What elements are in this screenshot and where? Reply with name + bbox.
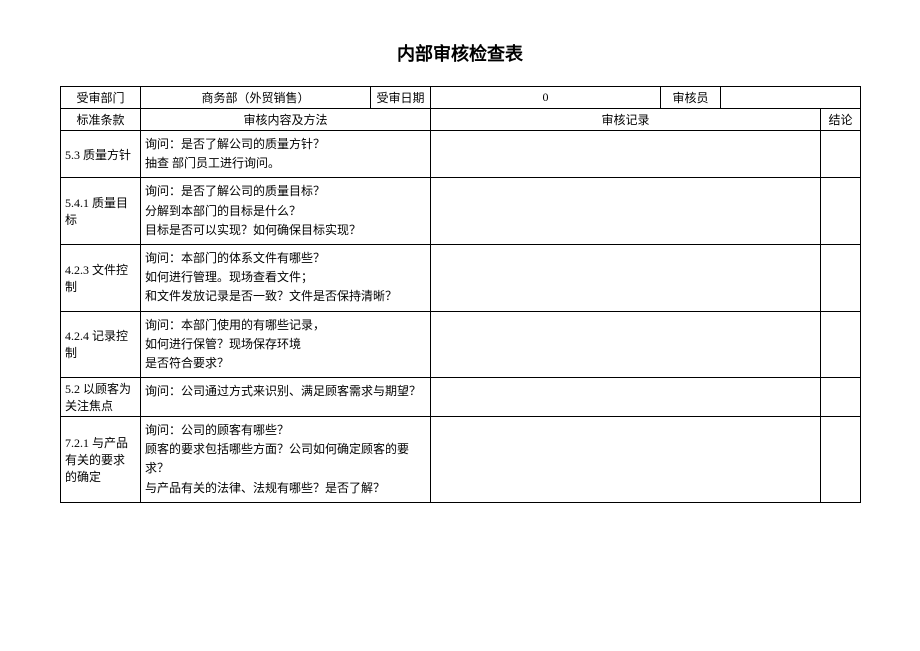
clause-cell: 5.2 以顾客为关注焦点 xyxy=(61,378,141,417)
clause-cell: 5.4.1 质量目标 xyxy=(61,178,141,245)
table-row: 5.3 质量方针询问：是否了解公司的质量方针？ 抽查 部门员工进行询问。 xyxy=(61,131,861,178)
clause-cell: 7.2.1 与产品有关的要求的确定 xyxy=(61,417,141,503)
conclusion-cell xyxy=(821,131,861,178)
dept-label: 受审部门 xyxy=(61,87,141,109)
table-row: 4.2.3 文件控制询问：本部门的体系文件有哪些？ 如何进行管理。现场查看文件；… xyxy=(61,244,861,311)
record-cell xyxy=(431,131,821,178)
auditor-label: 审核员 xyxy=(661,87,721,109)
record-cell xyxy=(431,378,821,417)
conclusion-cell xyxy=(821,244,861,311)
clause-cell: 5.3 质量方针 xyxy=(61,131,141,178)
audit-table: 受审部门 商务部（外贸销售） 受审日期 0 审核员 标准条款 审核内容及方法 审… xyxy=(60,86,861,503)
date-value: 0 xyxy=(431,87,661,109)
method-cell: 询问：公司的顾客有哪些？ 顾客的要求包括哪些方面？公司如何确定顾客的要求？ 与产… xyxy=(141,417,431,503)
record-cell xyxy=(431,417,821,503)
record-header: 审核记录 xyxy=(431,109,821,131)
record-cell xyxy=(431,244,821,311)
table-row: 7.2.1 与产品有关的要求的确定询问：公司的顾客有哪些？ 顾客的要求包括哪些方… xyxy=(61,417,861,503)
table-row: 5.2 以顾客为关注焦点询问：公司通过方式来识别、满足顾客需求与期望？ xyxy=(61,378,861,417)
conclusion-cell xyxy=(821,311,861,378)
record-cell xyxy=(431,311,821,378)
clause-cell: 4.2.3 文件控制 xyxy=(61,244,141,311)
table-row: 4.2.4 记录控制询问：本部门使用的有哪些记录， 如何进行保管？现场保存环境 … xyxy=(61,311,861,378)
table-row: 5.4.1 质量目标询问：是否了解公司的质量目标？ 分解到本部门的目标是什么？ … xyxy=(61,178,861,245)
clause-cell: 4.2.4 记录控制 xyxy=(61,311,141,378)
method-cell: 询问：公司通过方式来识别、满足顾客需求与期望？ xyxy=(141,378,431,417)
method-cell: 询问：是否了解公司的质量方针？ 抽查 部门员工进行询问。 xyxy=(141,131,431,178)
clause-header: 标准条款 xyxy=(61,109,141,131)
date-label: 受审日期 xyxy=(371,87,431,109)
header-row: 受审部门 商务部（外贸销售） 受审日期 0 审核员 xyxy=(61,87,861,109)
conclusion-header: 结论 xyxy=(821,109,861,131)
method-cell: 询问：是否了解公司的质量目标？ 分解到本部门的目标是什么？ 目标是否可以实现？如… xyxy=(141,178,431,245)
page-title: 内部审核检查表 xyxy=(60,40,860,66)
section-header-row: 标准条款 审核内容及方法 审核记录 结论 xyxy=(61,109,861,131)
record-cell xyxy=(431,178,821,245)
conclusion-cell xyxy=(821,178,861,245)
method-cell: 询问：本部门使用的有哪些记录， 如何进行保管？现场保存环境 是否符合要求？ xyxy=(141,311,431,378)
conclusion-cell xyxy=(821,378,861,417)
dept-value: 商务部（外贸销售） xyxy=(141,87,371,109)
auditor-value xyxy=(721,87,861,109)
method-cell: 询问：本部门的体系文件有哪些？ 如何进行管理。现场查看文件； 和文件发放记录是否… xyxy=(141,244,431,311)
method-header: 审核内容及方法 xyxy=(141,109,431,131)
conclusion-cell xyxy=(821,417,861,503)
